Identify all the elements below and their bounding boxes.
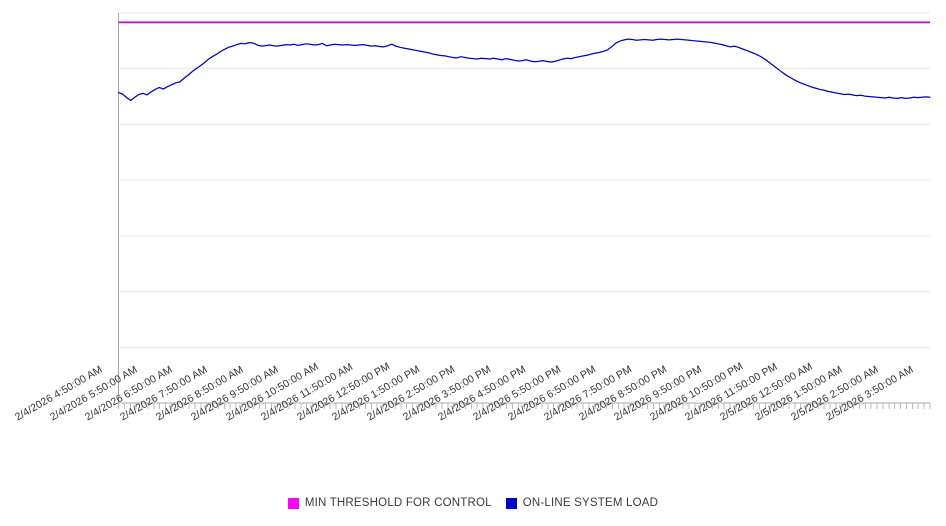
x-axis-minor-ticks [118,403,931,409]
legend-color-swatch-icon [287,497,299,509]
axis-lines [118,13,930,404]
legend-label: ON-LINE SYSTEM LOAD [522,497,659,509]
legend-color-swatch-icon [505,497,517,509]
on-line-system-load-line [117,38,931,101]
legend-item[interactable]: MIN THRESHOLD FOR CONTROL [287,497,492,509]
legend-item[interactable]: ON-LINE SYSTEM LOAD [505,497,659,509]
chart-legend: MIN THRESHOLD FOR CONTROL ON-LINE SYSTEM … [0,497,946,509]
gridlines [118,12,930,404]
legend-label: MIN THRESHOLD FOR CONTROL [304,497,492,509]
